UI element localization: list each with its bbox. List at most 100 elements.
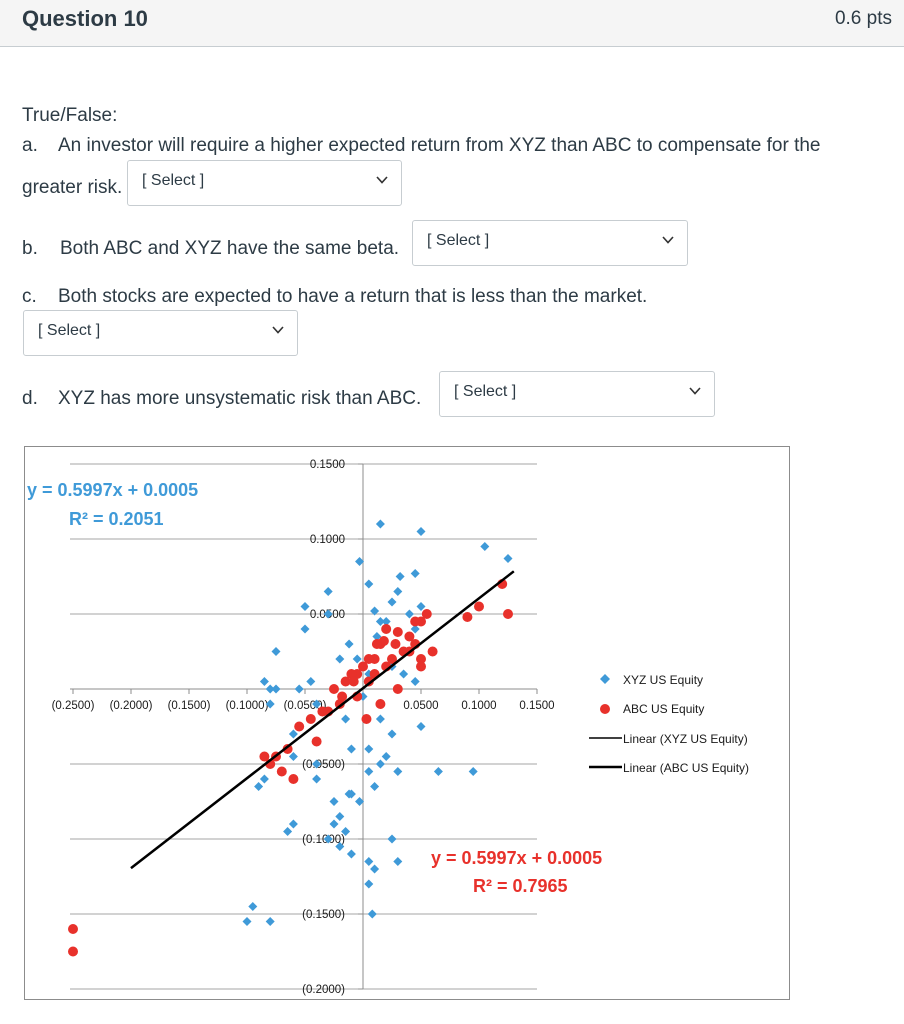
- xyz-data-point: [259, 774, 269, 784]
- y-tick-label: (0.1500): [302, 909, 345, 921]
- y-tick-label: (0.2000): [302, 984, 345, 996]
- abc-data-point: [462, 612, 473, 622]
- xyz-data-point: [288, 819, 298, 829]
- abc-r-squared: R² = 0.7965: [473, 876, 568, 896]
- item-a-text: An investor will require a higher expect…: [58, 135, 821, 156]
- legend-abc-trend-label: Linear (ABC US Equity): [623, 761, 749, 775]
- y-tick-label: (0.1000): [302, 834, 345, 846]
- abc-data-point: [358, 661, 368, 672]
- xyz-data-point: [367, 909, 377, 919]
- question-title: Question 10: [22, 6, 148, 31]
- xyz-data-point: [265, 684, 275, 694]
- item-d-text: XYZ has more unsystematic risk than ABC.: [58, 388, 422, 409]
- xyz-data-point: [375, 759, 385, 769]
- xyz-data-point: [300, 602, 310, 611]
- xyz-data-point: [370, 782, 380, 791]
- abc-data-point: [334, 699, 345, 709]
- xyz-data-point: [375, 617, 385, 626]
- xyz-data-point: [323, 587, 333, 596]
- abc-data-point: [346, 669, 357, 679]
- abc-data-point: [294, 721, 305, 732]
- legend-xyz-trend-label: Linear (XYZ US Equity): [623, 732, 748, 746]
- x-tick-label: (0.1000): [226, 700, 269, 712]
- xyz-data-point: [312, 699, 322, 709]
- abc-equation: y = 0.5997x + 0.0005: [431, 848, 602, 868]
- item-a-letter: a.: [22, 135, 38, 156]
- abc-data-point: [363, 654, 374, 664]
- answer-select-a[interactable]: [ Select ]: [127, 160, 402, 206]
- x-tick-label: 0.0500: [403, 700, 438, 712]
- xyz-data-point: [242, 917, 252, 926]
- abc-data-point: [68, 924, 78, 934]
- item-b-letter: b.: [22, 238, 38, 259]
- xyz-data-point: [468, 767, 478, 776]
- x-tick-label: (0.2500): [52, 700, 95, 712]
- question-points: 0.6 pts: [834, 8, 892, 29]
- x-tick-label: 0.1000: [461, 700, 496, 712]
- xyz-data-point: [271, 647, 281, 656]
- xyz-data-point: [370, 606, 380, 616]
- x-tick-label: (0.1500): [168, 700, 211, 712]
- abc-data-point: [416, 661, 426, 672]
- xyz-data-point: [387, 834, 397, 844]
- abc-data-point: [259, 751, 270, 762]
- answer-select-d[interactable]: [ Select ]: [439, 371, 715, 417]
- answer-select-b[interactable]: [ Select ]: [412, 220, 688, 266]
- abc-data-point: [340, 676, 351, 687]
- item-c-text: Both stocks are expected to have a retur…: [58, 286, 648, 307]
- xyz-data-point: [335, 812, 345, 821]
- scatter-chart-frame: (0.2500) (0.2000) (0.1500) (0.1000) (0.0500)…: [24, 446, 790, 1000]
- xyz-data-point: [265, 917, 275, 926]
- select-value: [ Select ]: [142, 172, 205, 189]
- y-tick-label: 0.1000: [310, 534, 345, 546]
- answer-select-c[interactable]: [ Select ]: [23, 310, 298, 356]
- select-value: [ Select ]: [38, 322, 101, 339]
- xyz-data-point: [329, 819, 339, 829]
- abc-data-point: [416, 654, 426, 664]
- xyz-data-point: [271, 684, 281, 694]
- xyz-data-point: [329, 797, 339, 806]
- xyz-data-point: [323, 834, 333, 844]
- abc-data-point: [68, 946, 78, 957]
- legend-xyz-marker: [600, 674, 610, 684]
- xyz-data-point: [416, 602, 426, 611]
- xyz-data-point: [364, 579, 374, 589]
- abc-data-point: [337, 691, 348, 702]
- abc-data-point: [421, 609, 432, 619]
- xyz-data-point: [387, 597, 397, 607]
- xyz-r-squared: R² = 0.2051: [69, 509, 164, 529]
- chevron-down-icon: [689, 387, 701, 395]
- xyz-data-point: [370, 864, 380, 874]
- chevron-down-icon: [376, 176, 388, 184]
- xyz-data-point: [381, 617, 391, 626]
- xyz-data-point: [344, 639, 354, 649]
- xyz-data-point: [410, 677, 420, 686]
- select-value: [ Select ]: [427, 232, 490, 249]
- xyz-data-point: [346, 744, 356, 754]
- xyz-data-point: [381, 752, 391, 761]
- abc-data-point: [427, 646, 438, 657]
- xyz-data-point: [335, 654, 345, 664]
- xyz-data-point: [312, 759, 322, 769]
- xyz-data-point: [288, 729, 298, 739]
- scatter-chart: (0.2500) (0.2000) (0.1500) (0.1000) (0.0500)…: [27, 459, 749, 996]
- xyz-data-point: [433, 767, 443, 776]
- item-b-text: Both ABC and XYZ have the same beta.: [60, 238, 400, 259]
- item-a-text-cont: greater risk.: [22, 177, 123, 198]
- xyz-data-point: [283, 827, 293, 836]
- x-tick-label: (0.2000): [110, 700, 153, 712]
- abc-data-point: [381, 624, 392, 634]
- abc-data-point: [282, 744, 293, 754]
- xyz-data-point: [364, 744, 374, 754]
- x-tick-label: 0.1500: [519, 700, 554, 712]
- xyz-data-point: [375, 714, 385, 724]
- xyz-data-point: [312, 774, 322, 784]
- abc-data-point: [361, 714, 372, 724]
- abc-data-point: [392, 627, 403, 637]
- xyz-data-point: [364, 879, 374, 889]
- xyz-data-point: [265, 699, 275, 709]
- abc-data-point: [390, 639, 401, 649]
- xyz-data-point: [323, 609, 333, 619]
- abc-data-point: [288, 774, 299, 784]
- abc-data-point: [375, 699, 386, 709]
